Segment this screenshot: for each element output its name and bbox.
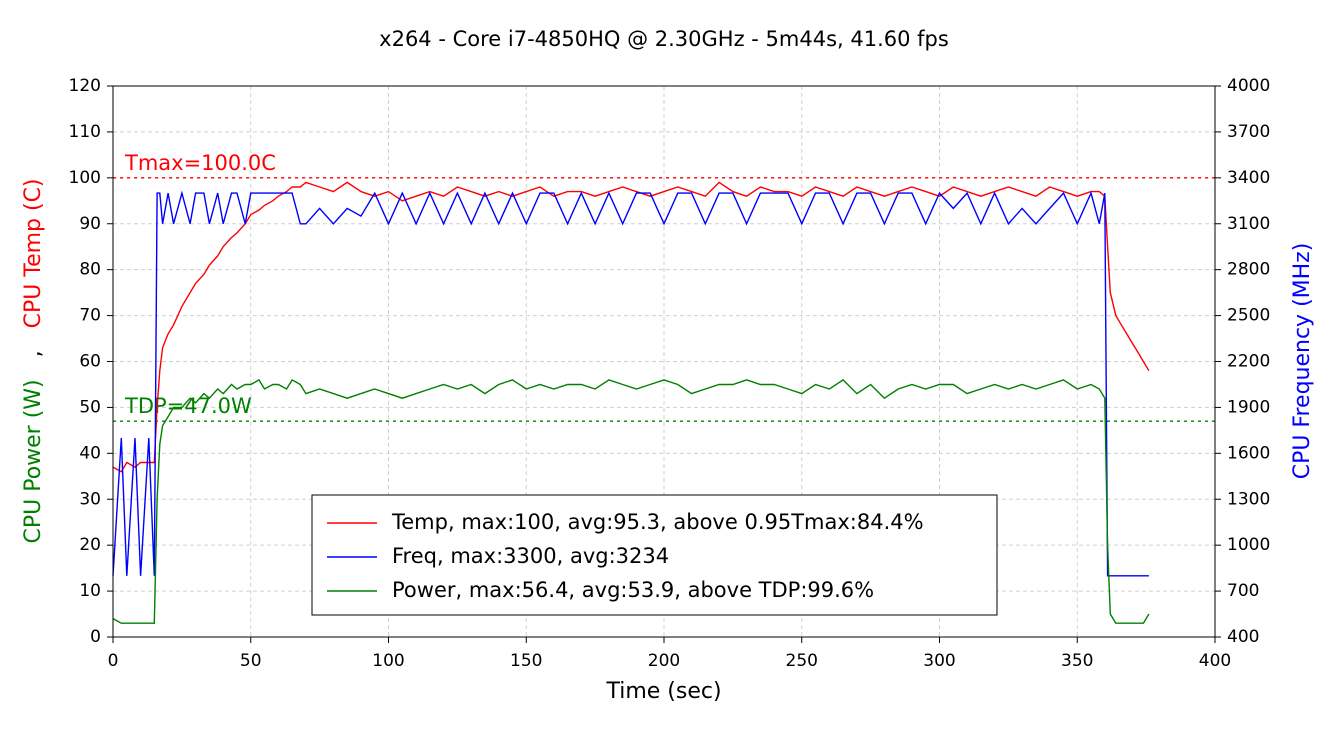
y2-tick-label: 2800 bbox=[1227, 260, 1270, 280]
y2-tick-label: 1300 bbox=[1227, 489, 1270, 509]
y2-tick-label: 2500 bbox=[1227, 306, 1270, 326]
legend-box bbox=[311, 494, 998, 616]
y2-tick-label: 1600 bbox=[1227, 443, 1270, 463]
x-tick-label: 250 bbox=[786, 651, 818, 671]
y-axis-label-part: CPU Temp (C) bbox=[21, 178, 46, 328]
y2-tick-label: 1000 bbox=[1227, 535, 1270, 555]
x-tick-label: 150 bbox=[510, 651, 542, 671]
y2-tick-label: 3400 bbox=[1227, 168, 1270, 188]
y2-tick-label: 3700 bbox=[1227, 122, 1270, 142]
series-line bbox=[112, 181, 1150, 473]
y2-tick-label: 700 bbox=[1227, 581, 1259, 601]
x-tick-label: 400 bbox=[1199, 651, 1231, 671]
legend-label: Freq, max:3300, avg:3234 bbox=[392, 544, 669, 568]
y-axis-label-part: CPU Power (W) bbox=[21, 379, 46, 543]
series-line bbox=[112, 190, 1149, 577]
y-tick-label: 100 bbox=[69, 168, 101, 188]
x-axis-label: Time (sec) bbox=[605, 679, 721, 704]
x-tick-label: 300 bbox=[923, 651, 955, 671]
y-tick-label: 110 bbox=[69, 122, 101, 142]
y2-tick-label: 400 bbox=[1227, 627, 1259, 647]
x-tick-label: 100 bbox=[372, 651, 404, 671]
y-tick-label: 90 bbox=[79, 214, 101, 234]
y-tick-label: 40 bbox=[79, 443, 101, 463]
x-tick-label: 350 bbox=[1061, 651, 1093, 671]
reference-label: Tmax=100.0C bbox=[124, 151, 276, 175]
chart-title: x264 - Core i7-4850HQ @ 2.30GHz - 5m44s,… bbox=[379, 27, 949, 51]
x-tick-label: 0 bbox=[108, 651, 119, 671]
y2-tick-label: 2200 bbox=[1227, 352, 1270, 372]
legend-label: Power, max:56.4, avg:53.9, above TDP:99.… bbox=[392, 578, 874, 602]
y2-tick-label: 3100 bbox=[1227, 214, 1270, 234]
y-tick-label: 20 bbox=[79, 535, 101, 555]
y-axis-label: CPU Power (W), CPU Temp (C) bbox=[21, 178, 46, 543]
x-tick-label: 200 bbox=[648, 651, 680, 671]
y-axis-label-part: , bbox=[21, 350, 46, 357]
y-tick-label: 30 bbox=[79, 489, 101, 509]
x-tick-label: 50 bbox=[240, 651, 262, 671]
series-line bbox=[112, 378, 1150, 624]
y-tick-label: 120 bbox=[69, 76, 101, 96]
plot-frame bbox=[112, 85, 1216, 638]
y-tick-label: 80 bbox=[79, 260, 101, 280]
y-tick-label: 60 bbox=[79, 352, 101, 372]
legend-label: Temp, max:100, avg:95.3, above 0.95Tmax:… bbox=[391, 510, 924, 534]
y-tick-label: 50 bbox=[79, 397, 101, 417]
y2-axis-label: CPU Frequency (MHz) bbox=[1290, 243, 1315, 480]
y2-tick-label: 1900 bbox=[1227, 397, 1270, 417]
y-tick-label: 0 bbox=[90, 627, 101, 647]
y-tick-label: 70 bbox=[79, 306, 101, 326]
y2-tick-label: 4000 bbox=[1227, 76, 1270, 96]
reference-label: TDP=47.0W bbox=[124, 394, 252, 418]
y-tick-label: 10 bbox=[79, 581, 101, 601]
